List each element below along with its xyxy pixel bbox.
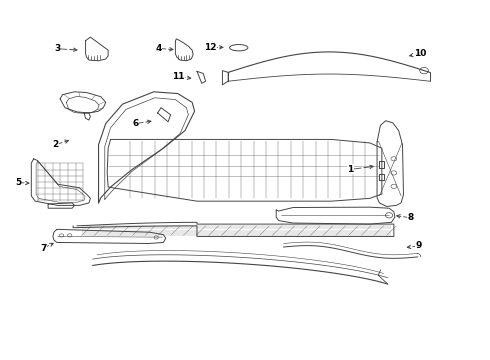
Text: 10: 10 <box>414 49 426 58</box>
Text: 9: 9 <box>416 242 422 251</box>
Text: 8: 8 <box>408 213 414 222</box>
Text: 12: 12 <box>204 43 217 52</box>
Text: 4: 4 <box>155 44 162 53</box>
Text: 6: 6 <box>132 119 139 128</box>
Text: 1: 1 <box>347 165 354 174</box>
Text: 3: 3 <box>54 44 61 53</box>
Text: 2: 2 <box>52 140 58 149</box>
Text: 11: 11 <box>172 72 185 81</box>
Text: 7: 7 <box>40 244 47 253</box>
Text: 5: 5 <box>15 178 22 187</box>
